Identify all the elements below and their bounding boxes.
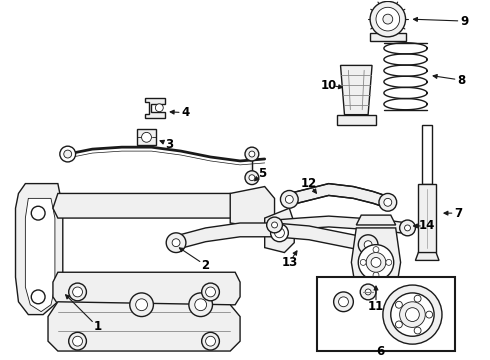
Polygon shape bbox=[370, 33, 406, 41]
Circle shape bbox=[206, 287, 216, 297]
Text: 6: 6 bbox=[376, 345, 384, 357]
Circle shape bbox=[69, 283, 86, 301]
Circle shape bbox=[383, 285, 442, 344]
Circle shape bbox=[383, 14, 393, 24]
Polygon shape bbox=[265, 208, 294, 253]
Circle shape bbox=[366, 253, 386, 272]
Polygon shape bbox=[53, 193, 235, 218]
Circle shape bbox=[360, 284, 376, 300]
Polygon shape bbox=[53, 272, 240, 312]
Circle shape bbox=[414, 295, 421, 302]
Circle shape bbox=[406, 308, 419, 321]
Text: 9: 9 bbox=[461, 15, 469, 28]
Text: 3: 3 bbox=[165, 138, 173, 151]
Circle shape bbox=[426, 311, 433, 318]
Text: 13: 13 bbox=[281, 256, 297, 269]
Circle shape bbox=[384, 198, 392, 206]
Circle shape bbox=[69, 332, 86, 350]
Circle shape bbox=[267, 217, 282, 233]
Circle shape bbox=[206, 336, 216, 346]
Bar bbox=[317, 277, 455, 351]
Circle shape bbox=[400, 302, 425, 327]
Circle shape bbox=[395, 301, 402, 308]
Circle shape bbox=[376, 7, 400, 31]
Circle shape bbox=[365, 289, 371, 295]
Circle shape bbox=[249, 175, 255, 181]
Circle shape bbox=[339, 297, 348, 307]
Circle shape bbox=[155, 104, 163, 112]
Circle shape bbox=[202, 332, 220, 350]
Polygon shape bbox=[418, 184, 436, 253]
Circle shape bbox=[371, 257, 381, 267]
Circle shape bbox=[373, 272, 379, 278]
Text: 7: 7 bbox=[455, 207, 463, 220]
Text: 14: 14 bbox=[419, 220, 436, 233]
Circle shape bbox=[189, 293, 213, 316]
Polygon shape bbox=[351, 228, 401, 292]
Circle shape bbox=[386, 260, 392, 265]
Circle shape bbox=[373, 247, 379, 253]
Circle shape bbox=[414, 327, 421, 334]
Polygon shape bbox=[341, 66, 372, 114]
Circle shape bbox=[245, 147, 259, 161]
Circle shape bbox=[249, 151, 255, 157]
Polygon shape bbox=[145, 98, 165, 118]
Circle shape bbox=[60, 146, 75, 162]
Circle shape bbox=[271, 222, 277, 228]
Text: 12: 12 bbox=[301, 177, 317, 190]
Circle shape bbox=[166, 233, 186, 253]
Circle shape bbox=[31, 290, 45, 304]
Circle shape bbox=[245, 171, 259, 185]
Text: 11: 11 bbox=[368, 300, 384, 313]
Circle shape bbox=[136, 299, 147, 311]
Polygon shape bbox=[16, 184, 63, 315]
Text: 2: 2 bbox=[201, 259, 210, 272]
Text: 1: 1 bbox=[93, 320, 101, 333]
Circle shape bbox=[358, 245, 394, 280]
Text: 8: 8 bbox=[458, 74, 466, 87]
Polygon shape bbox=[48, 302, 240, 351]
Circle shape bbox=[360, 260, 366, 265]
Polygon shape bbox=[230, 186, 274, 228]
Circle shape bbox=[391, 293, 434, 336]
Circle shape bbox=[130, 293, 153, 316]
Circle shape bbox=[400, 220, 416, 236]
Circle shape bbox=[280, 190, 298, 208]
Polygon shape bbox=[176, 223, 368, 252]
Circle shape bbox=[73, 287, 82, 297]
Text: 10: 10 bbox=[320, 78, 337, 91]
Polygon shape bbox=[422, 125, 432, 184]
Circle shape bbox=[195, 299, 207, 311]
Circle shape bbox=[270, 224, 288, 242]
Polygon shape bbox=[416, 253, 439, 260]
Circle shape bbox=[405, 225, 411, 231]
Polygon shape bbox=[137, 130, 156, 145]
Circle shape bbox=[73, 336, 82, 346]
Circle shape bbox=[364, 241, 372, 249]
Circle shape bbox=[370, 1, 406, 37]
Circle shape bbox=[274, 228, 284, 238]
Circle shape bbox=[358, 235, 378, 255]
Circle shape bbox=[64, 150, 72, 158]
Polygon shape bbox=[25, 198, 55, 312]
Circle shape bbox=[202, 283, 220, 301]
Circle shape bbox=[379, 193, 397, 211]
Circle shape bbox=[172, 239, 180, 247]
Circle shape bbox=[395, 321, 402, 328]
Text: 5: 5 bbox=[258, 167, 266, 180]
Polygon shape bbox=[289, 184, 388, 208]
Polygon shape bbox=[274, 216, 408, 234]
Text: 4: 4 bbox=[182, 106, 190, 119]
Circle shape bbox=[142, 132, 151, 142]
Circle shape bbox=[31, 206, 45, 220]
Circle shape bbox=[334, 292, 353, 312]
Polygon shape bbox=[356, 215, 396, 225]
Polygon shape bbox=[337, 114, 376, 125]
Circle shape bbox=[285, 195, 293, 203]
